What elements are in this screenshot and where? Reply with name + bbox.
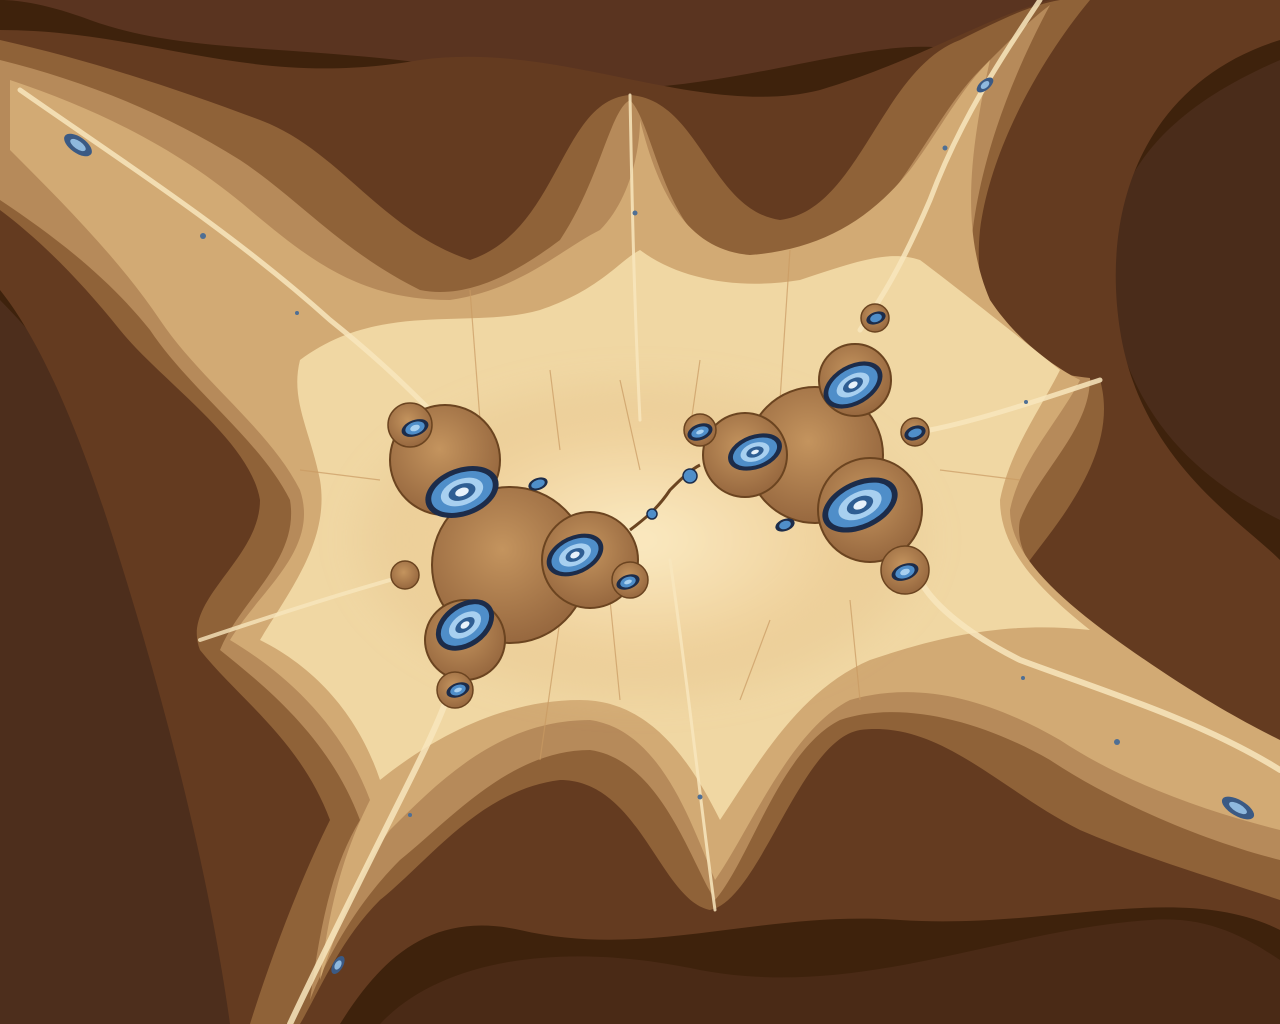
dendrite <box>549 369 561 451</box>
spiral-swirl <box>616 574 640 590</box>
satellite-minibrot <box>331 955 345 975</box>
connecting-chain <box>629 463 701 532</box>
band-top <box>0 0 1280 89</box>
filament-left <box>198 578 392 642</box>
dendrite <box>849 599 861 701</box>
dendrite <box>609 599 621 701</box>
satellite-minibrot <box>1221 796 1255 820</box>
spiral-swirl <box>425 465 499 519</box>
dendrite <box>539 619 561 761</box>
filament-dot <box>1114 739 1120 745</box>
filament-dot <box>632 210 638 216</box>
spiral-swirl <box>775 518 795 532</box>
spiral-swirl <box>687 423 713 441</box>
spiral-swirl <box>546 533 604 577</box>
minibrot-left-cluster <box>387 402 649 709</box>
dendrites <box>299 249 1021 761</box>
satellite-minibrot <box>976 77 994 93</box>
chain-node <box>682 468 698 484</box>
spiral-swirl <box>823 361 883 409</box>
dendrite <box>299 469 381 481</box>
dendrite <box>619 379 641 471</box>
spiral-swirl <box>446 682 470 698</box>
spiral-swirl <box>822 477 898 533</box>
filament-top-right <box>857 0 1043 333</box>
filament-bottom-center <box>668 558 717 912</box>
spiral-swirl <box>866 311 886 325</box>
dendrite <box>469 289 481 421</box>
filament-bottom-left <box>287 687 453 1024</box>
band-bottom-deep <box>380 919 1280 1024</box>
spiral-swirl <box>401 419 429 437</box>
filament-right <box>927 377 1103 433</box>
spiral-swirl <box>891 563 919 581</box>
satellite-minibrots <box>64 77 1255 975</box>
chain-node <box>646 508 658 520</box>
band-left-deep <box>0 300 260 1024</box>
spiral-swirl <box>435 599 495 651</box>
filament-dot <box>408 813 412 817</box>
band-right-deep <box>1108 60 1280 520</box>
filament-dot <box>942 145 948 151</box>
spiral-swirl <box>904 425 926 441</box>
filament-bottom-right <box>917 577 1280 773</box>
minibrot-right-cluster <box>683 303 930 595</box>
filament-dot <box>200 233 206 239</box>
dendrite <box>739 619 771 701</box>
filament-dot <box>295 311 299 315</box>
dendrite <box>779 249 791 401</box>
filament-dot <box>1024 400 1028 404</box>
filament-dot <box>1021 676 1025 680</box>
satellite-minibrot <box>64 133 92 157</box>
filament-dot <box>697 794 703 800</box>
set-bulb <box>390 560 420 590</box>
filaments <box>17 0 1280 1024</box>
filament-top-center <box>628 93 642 422</box>
dendrite <box>939 469 1021 481</box>
spiral-swirl <box>728 433 782 471</box>
filament-top-left <box>17 87 443 423</box>
spiral-swirl <box>528 477 548 491</box>
